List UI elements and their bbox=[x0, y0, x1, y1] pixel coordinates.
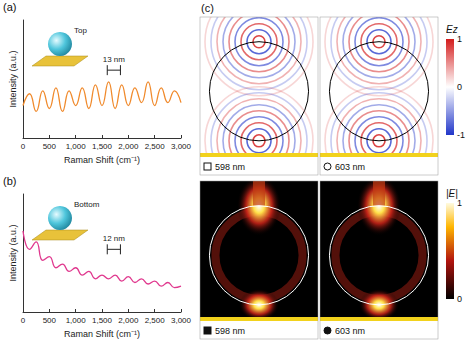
svg-text:2,500: 2,500 bbox=[145, 142, 166, 151]
svg-text:500: 500 bbox=[43, 142, 57, 151]
svg-text:1,500: 1,500 bbox=[92, 316, 113, 325]
svg-text:3,000: 3,000 bbox=[171, 316, 192, 325]
svg-text:1: 1 bbox=[457, 34, 462, 44]
svg-text:0: 0 bbox=[21, 142, 26, 151]
svg-text:500: 500 bbox=[43, 316, 57, 325]
svg-text:Intensity (a.u.): Intensity (a.u.) bbox=[8, 50, 18, 107]
svg-text:-1: -1 bbox=[457, 130, 465, 140]
svg-text:1,000: 1,000 bbox=[66, 316, 87, 325]
svg-text:2,000: 2,000 bbox=[118, 142, 139, 151]
svg-text:603 nm: 603 nm bbox=[335, 162, 365, 172]
svg-text:3,000: 3,000 bbox=[171, 142, 192, 151]
svg-text:1,000: 1,000 bbox=[66, 142, 87, 151]
svg-text:(c): (c) bbox=[201, 2, 214, 14]
svg-text:1: 1 bbox=[457, 198, 462, 208]
svg-text:Bottom: Bottom bbox=[74, 200, 100, 209]
svg-text:598 nm: 598 nm bbox=[215, 326, 245, 336]
svg-text:Raman Shift (cm⁻¹): Raman Shift (cm⁻¹) bbox=[64, 329, 140, 339]
svg-text:0: 0 bbox=[457, 294, 462, 304]
svg-text:Intensity (a.u.): Intensity (a.u.) bbox=[8, 224, 18, 281]
svg-text:603 nm: 603 nm bbox=[335, 326, 365, 336]
svg-text:Raman Shift (cm⁻¹): Raman Shift (cm⁻¹) bbox=[64, 155, 140, 165]
svg-text:1,500: 1,500 bbox=[92, 142, 113, 151]
svg-text:2,000: 2,000 bbox=[118, 316, 139, 325]
html-text:(b): (b) bbox=[3, 175, 17, 187]
svg-text:2,500: 2,500 bbox=[145, 316, 166, 325]
svg-text:13 nm: 13 nm bbox=[103, 55, 126, 64]
svg-text:Ez: Ez bbox=[446, 24, 458, 35]
svg-text:|E|: |E| bbox=[446, 188, 458, 199]
svg-text:12 nm: 12 nm bbox=[103, 234, 126, 243]
html-text:(a): (a) bbox=[3, 1, 17, 13]
svg-text:598 nm: 598 nm bbox=[215, 162, 245, 172]
svg-text:Top: Top bbox=[74, 26, 87, 35]
svg-text:0: 0 bbox=[21, 316, 26, 325]
svg-text:0: 0 bbox=[457, 82, 462, 92]
